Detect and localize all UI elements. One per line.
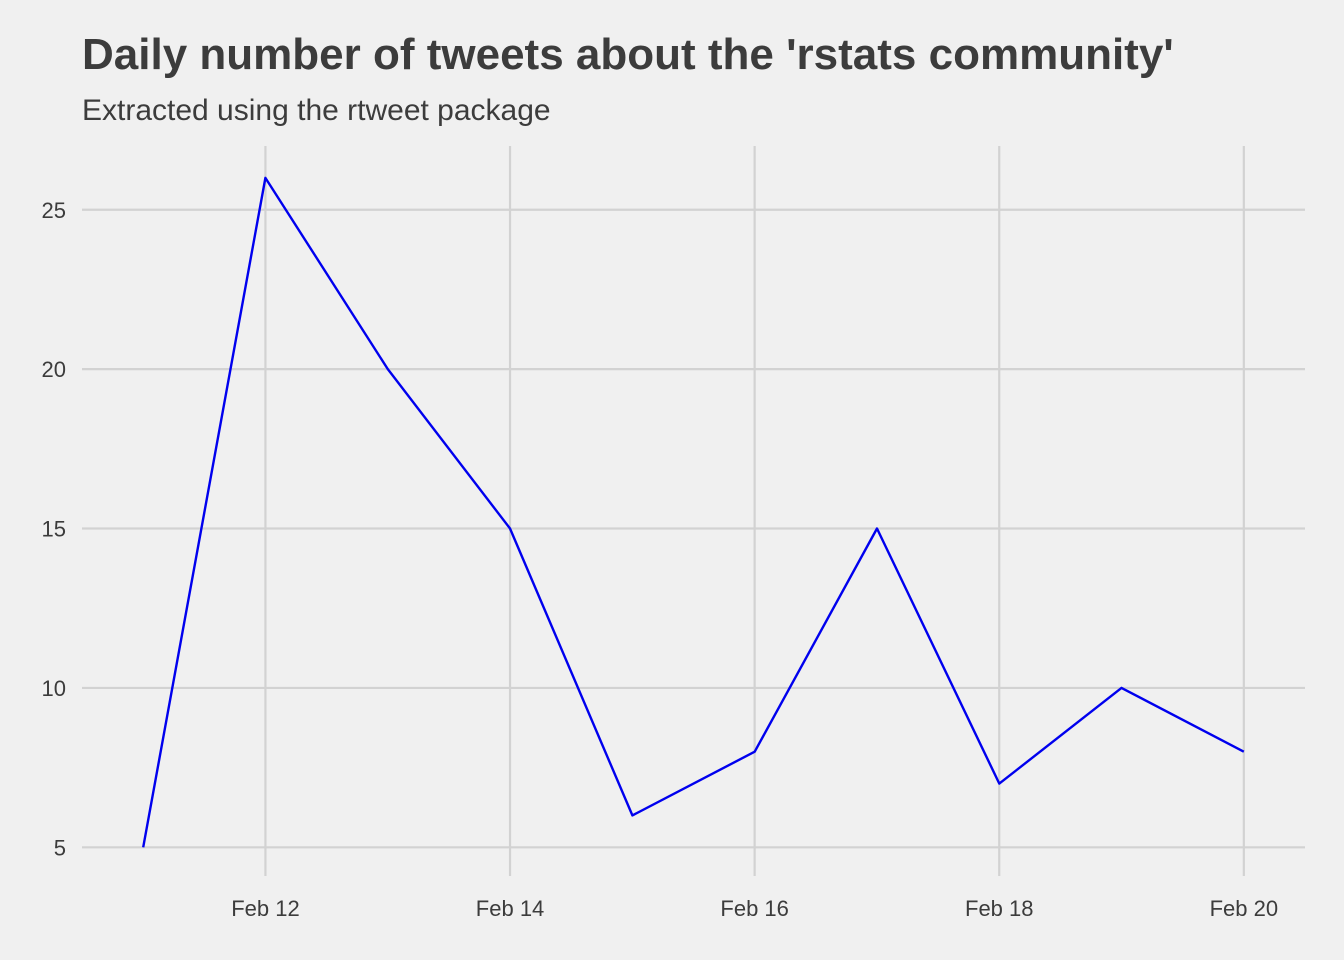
y-tick-label: 25 bbox=[42, 198, 66, 223]
y-tick-label: 10 bbox=[42, 676, 66, 701]
chart-subtitle: Extracted using the rtweet package bbox=[82, 94, 551, 127]
series-layer bbox=[142, 176, 1245, 848]
x-tick-label: Feb 18 bbox=[965, 896, 1034, 921]
x-axis-ticks: Feb 12 Feb 14 Feb 16 Feb 18 Feb 20 bbox=[231, 896, 1278, 921]
y-tick-label: 20 bbox=[42, 357, 66, 382]
series-line bbox=[142, 176, 1245, 848]
chart-title: Daily number of tweets about the 'rstats… bbox=[82, 30, 1174, 79]
grid bbox=[82, 146, 1305, 876]
y-tick-label: 5 bbox=[54, 835, 66, 860]
x-tick-label: Feb 12 bbox=[231, 896, 300, 921]
x-tick-label: Feb 16 bbox=[720, 896, 789, 921]
x-tick-label: Feb 14 bbox=[476, 896, 545, 921]
x-tick-label: Feb 20 bbox=[1210, 896, 1279, 921]
y-axis-ticks: 5 10 15 20 25 bbox=[42, 198, 66, 861]
y-tick-label: 15 bbox=[42, 517, 66, 542]
